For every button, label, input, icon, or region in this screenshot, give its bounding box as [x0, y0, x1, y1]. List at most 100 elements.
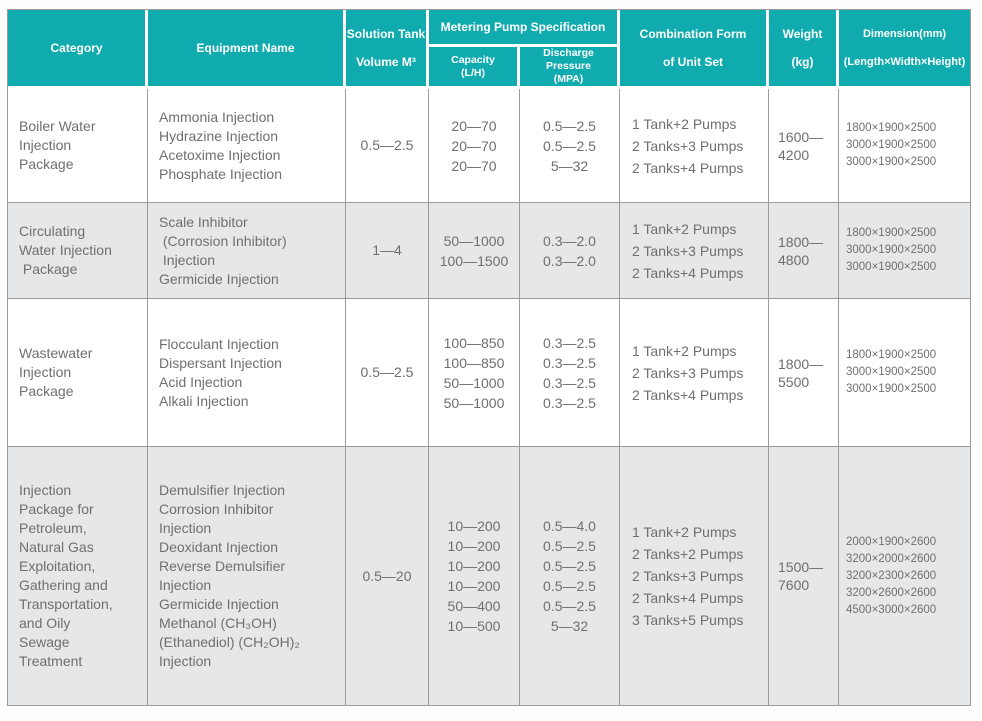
text-line: Germicide Injection [159, 270, 279, 287]
row4-weight-cell: 1500—7600 [769, 447, 839, 705]
text-line: 3000×1900×2500 [846, 366, 937, 378]
text-line: 1 Tank+2 Pumps [632, 220, 737, 237]
text-line: 2 Tanks+4 Pumps [632, 386, 744, 403]
text-line: 0.3—2.0 [543, 252, 596, 269]
text-line: 10—200 [447, 518, 501, 534]
header-discharge-pressure: Discharge Pressure (MPA) [520, 47, 620, 89]
tank-value: 0.5—2.5 [360, 364, 414, 380]
text-line: 2 Tanks+4 Pumps [632, 264, 744, 281]
text-line: Petroleum, [19, 520, 87, 536]
text-line: Reverse Demulsifier [159, 558, 286, 574]
text-line: 100—850 [443, 354, 505, 371]
text-line: Treatment [19, 653, 83, 669]
injection-package-spec-table: Category Equipment Name Solution Tank Vo… [7, 9, 971, 706]
text-line: Package for [19, 501, 94, 517]
text-line: 1800×1900×2500 [846, 227, 937, 239]
text-line: 10—200 [447, 558, 501, 574]
text-line: 3200×2000×2600 [846, 552, 937, 565]
row2-dimension-cell: 1800×1900×2500 3000×1900×2500 3000×1900×25… [839, 203, 970, 299]
weight-value: 1600—4200 [778, 128, 824, 163]
header-dimension-line1: Dimension(mm) [862, 27, 947, 40]
text-line: 2 Tanks+3 Pumps [632, 137, 744, 154]
text-line: Deoxidant Injection [159, 539, 279, 555]
text-line: (Ethanediol) (CH₂OH)₂ [159, 634, 300, 650]
text-line: 0.3—2.5 [543, 354, 596, 371]
row4-tank-cell: 0.5—20 [346, 447, 429, 705]
row3-discharge-cell: 0.3—2.5 0.3—2.5 0.3—2.5 0.3—2.5 [520, 299, 620, 447]
header-tank-line2: Volume M³ [356, 54, 416, 69]
text-line: 3000×1900×2500 [846, 156, 937, 168]
header-combination-line2: of Unit Set [663, 54, 723, 69]
text-line: Injection [159, 251, 216, 268]
text-line: (Corrosion Inhibitor) [159, 232, 287, 249]
text-line: 3200×2600×2600 [846, 586, 937, 599]
header-equipment-label: Equipment Name [196, 40, 295, 55]
text-line: Phosphate Injection [159, 165, 282, 182]
row2-discharge-cell: 0.3—2.0 0.3—2.0 [520, 203, 620, 299]
text-line: Injection [19, 482, 72, 498]
row4-category-cell: Injection Package for Petroleum, Natural Ga… [8, 447, 148, 705]
header-dimension: Dimension(mm) (Length×Width×Height) [839, 10, 970, 89]
text-line: 0.5—2.5 [543, 137, 596, 154]
text-line: 1 Tank+2 Pumps [632, 342, 737, 359]
row1-discharge-cell: 0.5—2.5 0.5—2.5 5—32 [520, 89, 620, 203]
text-line: 50—400 [447, 598, 501, 614]
row2-capacity-cell: 50—1000 100—1500 [429, 203, 520, 299]
text-line: 0.3—2.5 [543, 334, 596, 351]
text-line: 10—200 [447, 538, 501, 554]
text-line: Corrosion Inhibitor [159, 501, 274, 517]
text-line: 3000×1900×2500 [846, 383, 937, 395]
text-line: 0.5—2.5 [543, 598, 596, 614]
row2-weight-cell: 1800—4800 [769, 203, 839, 299]
row2-equipment-cell: Scale Inhibitor (Corrosion Inhibitor) In… [148, 203, 346, 299]
text-line: Wastewater [19, 345, 93, 361]
text-line: 4500×3000×2600 [846, 603, 937, 616]
text-line: Hydrazine Injection [159, 127, 279, 144]
header-weight-line2: (kg) [791, 54, 814, 69]
row2-category-cell: Circulating Water Injection Package [8, 203, 148, 299]
text-line: Acetoxime Injection [159, 146, 281, 163]
text-line: Demulsifier Injection [159, 482, 286, 498]
text-line: Circulating [19, 223, 86, 239]
header-metering-pump-spec: Metering Pump Specification [429, 10, 620, 47]
text-line: Injection [159, 520, 212, 536]
text-line: 1 Tank+2 Pumps [632, 524, 737, 540]
text-line: 1 Tank+2 Pumps [632, 115, 737, 132]
text-line: Injection [159, 653, 212, 669]
text-line: 3000×1900×2500 [846, 261, 937, 273]
text-line: Package [19, 156, 74, 172]
text-line: Water Injection [19, 242, 112, 258]
text-line: 3000×1900×2500 [846, 139, 937, 151]
text-line: 20—70 [451, 137, 497, 154]
text-line: 2 Tanks+3 Pumps [632, 364, 744, 381]
text-line: 50—1000 [443, 232, 505, 249]
text-line: Dispersant Injection [159, 354, 282, 371]
text-line: 3200×2300×2600 [846, 569, 937, 582]
text-line: 10—200 [447, 578, 501, 594]
header-solution-tank-volume: Solution Tank Volume M³ [346, 10, 429, 89]
header-combination-form: Combination Form of Unit Set [620, 10, 769, 89]
text-line: Alkali Injection [159, 392, 249, 409]
text-line: Transportation, [19, 596, 113, 612]
text-line: and Oily [19, 615, 71, 631]
text-line: 20—70 [451, 117, 497, 134]
text-line: Sewage [19, 634, 70, 650]
text-line: 20—70 [451, 157, 497, 174]
row1-weight-cell: 1600—4200 [769, 89, 839, 203]
text-line: 0.3—2.5 [543, 394, 596, 411]
text-line: Acid Injection [159, 373, 243, 390]
row4-dimension-cell: 2000×1900×2600 3200×2000×2600 3200×2300×26… [839, 447, 970, 705]
row3-tank-cell: 0.5—2.5 [346, 299, 429, 447]
text-line: Exploitation, [19, 558, 96, 574]
text-line: 2 Tanks+3 Pumps [632, 242, 744, 259]
tank-value: 0.5—2.5 [360, 137, 414, 153]
text-line: 50—1000 [443, 374, 505, 391]
text-line: 2 Tanks+4 Pumps [632, 590, 744, 606]
text-line: Flocculant Injection [159, 335, 279, 352]
row3-weight-cell: 1800—5500 [769, 299, 839, 447]
row4-equipment-cell: Demulsifier Injection Corrosion Inhibitor… [148, 447, 346, 705]
text-line: Scale Inhibitor [159, 213, 248, 230]
text-line: Boiler Water [19, 118, 96, 134]
header-category-label: Category [50, 40, 103, 55]
text-line: 100—1500 [439, 252, 509, 269]
